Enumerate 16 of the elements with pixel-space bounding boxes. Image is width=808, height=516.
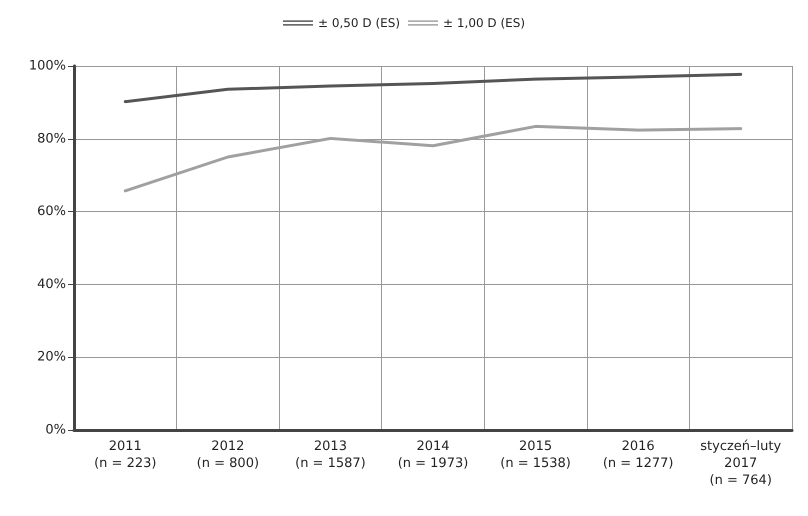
y-tick-label: 0% [45,422,66,438]
legend-label: ± 0,50 D (ES) [318,16,400,30]
x-tick-label: 2016 (n = 1277) [602,439,674,471]
y-tick-label: 40% [37,276,66,292]
y-tick-label: 20% [37,350,66,365]
y-tick-label: 100% [28,58,66,74]
y-tick-label: 60% [37,204,66,220]
x-tick-label: 2013 (n = 1587) [295,439,366,471]
x-tick-label: styczeń–luty 2017 (n = 764) [700,439,782,488]
x-tick-label: 2012 (n = 800) [196,439,260,471]
line-series [124,72,742,104]
x-tick-label: 2014 (n = 1973) [398,439,468,471]
x-tick-label: 2015 (n = 1538) [500,439,571,471]
x-tick-label: 2011 (n = 223) [94,439,156,471]
y-tick-label: 80% [37,131,66,146]
legend-label: ± 1,00 D (ES) [443,16,526,30]
